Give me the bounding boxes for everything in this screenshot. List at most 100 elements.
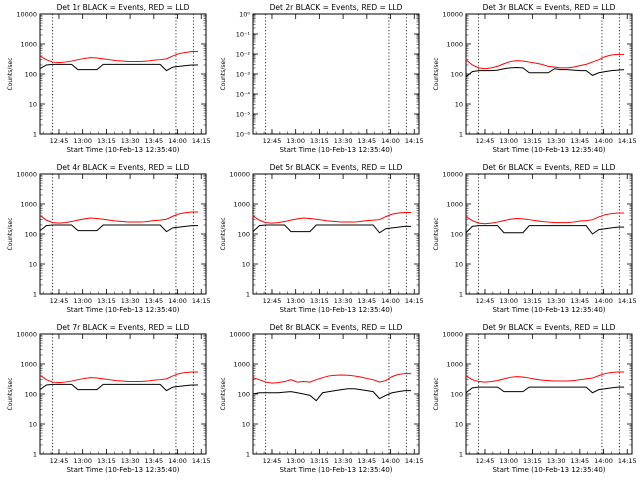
- x-axis-label: Start Time (10-Feb-13 12:35:40): [279, 146, 392, 154]
- y-axis-label: Counts/sec: [7, 377, 14, 410]
- panel-title: Det 4r BLACK = Events, RED = LLD: [57, 163, 190, 172]
- series-line-lld: [465, 371, 625, 383]
- x-tick-label: 13:00: [73, 137, 92, 145]
- x-tick-label: 13:45: [357, 137, 376, 145]
- x-tick-label: 13:00: [73, 297, 92, 305]
- plot-frame: [252, 13, 420, 135]
- y-tick-label: 10000: [442, 11, 463, 19]
- y-tick-label: 10000: [16, 331, 37, 339]
- x-axis-label: Start Time (10-Feb-13 12:35:40): [492, 466, 605, 474]
- x-tick-label: 13:30: [547, 137, 566, 145]
- x-tick-label: 14:00: [168, 137, 187, 145]
- y-tick-label: 1: [459, 451, 463, 459]
- x-tick-label: 13:15: [523, 137, 542, 145]
- y-tick-label: 10000: [442, 331, 463, 339]
- x-tick-label: 12:45: [263, 137, 282, 145]
- x-tick-label: 13:30: [547, 457, 566, 465]
- x-tick-label: 13:00: [73, 457, 92, 465]
- x-axis-label: Start Time (10-Feb-13 12:35:40): [492, 306, 605, 314]
- y-tick-label: 10⁻⁵: [236, 111, 251, 119]
- y-axis-label: Counts/sec: [433, 377, 440, 410]
- y-tick-label: 10: [455, 101, 463, 109]
- y-tick-label: 1000: [446, 201, 463, 209]
- x-axis-label: Start Time (10-Feb-13 12:35:40): [66, 146, 179, 154]
- panel-title: Det 3r BLACK = Events, RED = LLD: [483, 3, 616, 12]
- x-tick-label: 13:45: [144, 457, 163, 465]
- plot-frame: [465, 173, 633, 295]
- y-axis-label: Counts/sec: [220, 377, 227, 410]
- y-tick-label: 10: [29, 261, 37, 269]
- y-tick-label: 1: [33, 451, 37, 459]
- x-tick-label: 13:15: [310, 137, 329, 145]
- y-tick-label: 1000: [233, 361, 250, 369]
- x-tick-label: 13:00: [286, 137, 305, 145]
- x-tick-label: 13:45: [570, 297, 589, 305]
- x-tick-label: 14:00: [594, 457, 613, 465]
- plot-frame: [252, 173, 420, 295]
- y-tick-label: 1000: [20, 201, 37, 209]
- plot-frame: [465, 333, 633, 455]
- x-tick-label: 13:00: [286, 297, 305, 305]
- y-axis-label: Counts/sec: [220, 57, 227, 90]
- y-tick-label: 100: [25, 71, 37, 79]
- y-axis-label: Counts/sec: [433, 57, 440, 90]
- series-line-events: [465, 66, 625, 78]
- y-tick-label: 100: [25, 231, 37, 239]
- x-tick-label: 14:00: [594, 137, 613, 145]
- y-tick-label: 100: [25, 391, 37, 399]
- x-tick-label: 12:45: [263, 457, 282, 465]
- y-tick-label: 10000: [229, 331, 250, 339]
- series-line-events: [465, 225, 625, 235]
- y-tick-label: 10⁰: [239, 11, 250, 19]
- x-tick-label: 14:15: [192, 457, 211, 465]
- series-line-events: [465, 386, 625, 394]
- x-tick-label: 13:15: [97, 137, 116, 145]
- panel-det-3: Det 3r BLACK = Events, RED = LLD 1 10 100 10…: [433, 3, 637, 154]
- x-tick-label: 12:45: [50, 137, 69, 145]
- y-tick-label: 1: [459, 291, 463, 299]
- x-tick-label: 13:15: [310, 457, 329, 465]
- y-tick-label: 10: [29, 101, 37, 109]
- x-tick-label: 13:15: [97, 297, 116, 305]
- x-tick-label: 14:15: [405, 137, 424, 145]
- y-tick-label: 1000: [20, 41, 37, 49]
- series-line-lld: [39, 51, 199, 64]
- x-tick-label: 14:15: [192, 137, 211, 145]
- y-tick-label: 10⁻³: [236, 71, 251, 79]
- x-tick-label: 14:15: [405, 457, 424, 465]
- x-axis-label: Start Time (10-Feb-13 12:35:40): [66, 306, 179, 314]
- x-tick-label: 14:00: [381, 137, 400, 145]
- y-tick-label: 10⁻¹: [236, 31, 251, 39]
- x-tick-label: 13:30: [334, 297, 353, 305]
- x-tick-label: 13:45: [357, 297, 376, 305]
- y-tick-label: 1000: [20, 361, 37, 369]
- series-line-lld: [39, 371, 199, 384]
- panel-title: Det 8r BLACK = Events, RED = LLD: [270, 323, 403, 332]
- x-tick-label: 13:45: [357, 457, 376, 465]
- x-tick-label: 13:30: [121, 137, 140, 145]
- series-line-lld: [252, 373, 412, 384]
- y-tick-label: 1: [459, 131, 463, 139]
- x-tick-label: 13:15: [310, 297, 329, 305]
- x-tick-label: 14:15: [618, 297, 637, 305]
- y-tick-label: 10000: [229, 171, 250, 179]
- y-tick-label: 1: [33, 291, 37, 299]
- x-tick-label: 13:30: [121, 457, 140, 465]
- series-line-lld: [465, 212, 625, 225]
- panel-title: Det 1r BLACK = Events, RED = LLD: [57, 3, 190, 12]
- x-tick-label: 14:00: [381, 457, 400, 465]
- y-tick-label: 10: [455, 261, 463, 269]
- series-line-events: [252, 224, 412, 234]
- panel-det-5: Det 5r BLACK = Events, RED = LLD 1 10 100 10…: [220, 163, 424, 314]
- series-line-lld: [252, 212, 412, 224]
- y-tick-label: 10: [455, 421, 463, 429]
- y-tick-label: 1: [33, 131, 37, 139]
- x-tick-label: 13:00: [499, 457, 518, 465]
- y-tick-label: 1000: [446, 361, 463, 369]
- plot-frame: [39, 13, 207, 135]
- panel-title: Det 6r BLACK = Events, RED = LLD: [483, 163, 616, 172]
- x-tick-label: 13:30: [334, 137, 353, 145]
- panel-det-9: Det 9r BLACK = Events, RED = LLD 1 10 100 10…: [433, 323, 637, 474]
- panel-title: Det 5r BLACK = Events, RED = LLD: [270, 163, 403, 172]
- y-tick-label: 1: [246, 451, 250, 459]
